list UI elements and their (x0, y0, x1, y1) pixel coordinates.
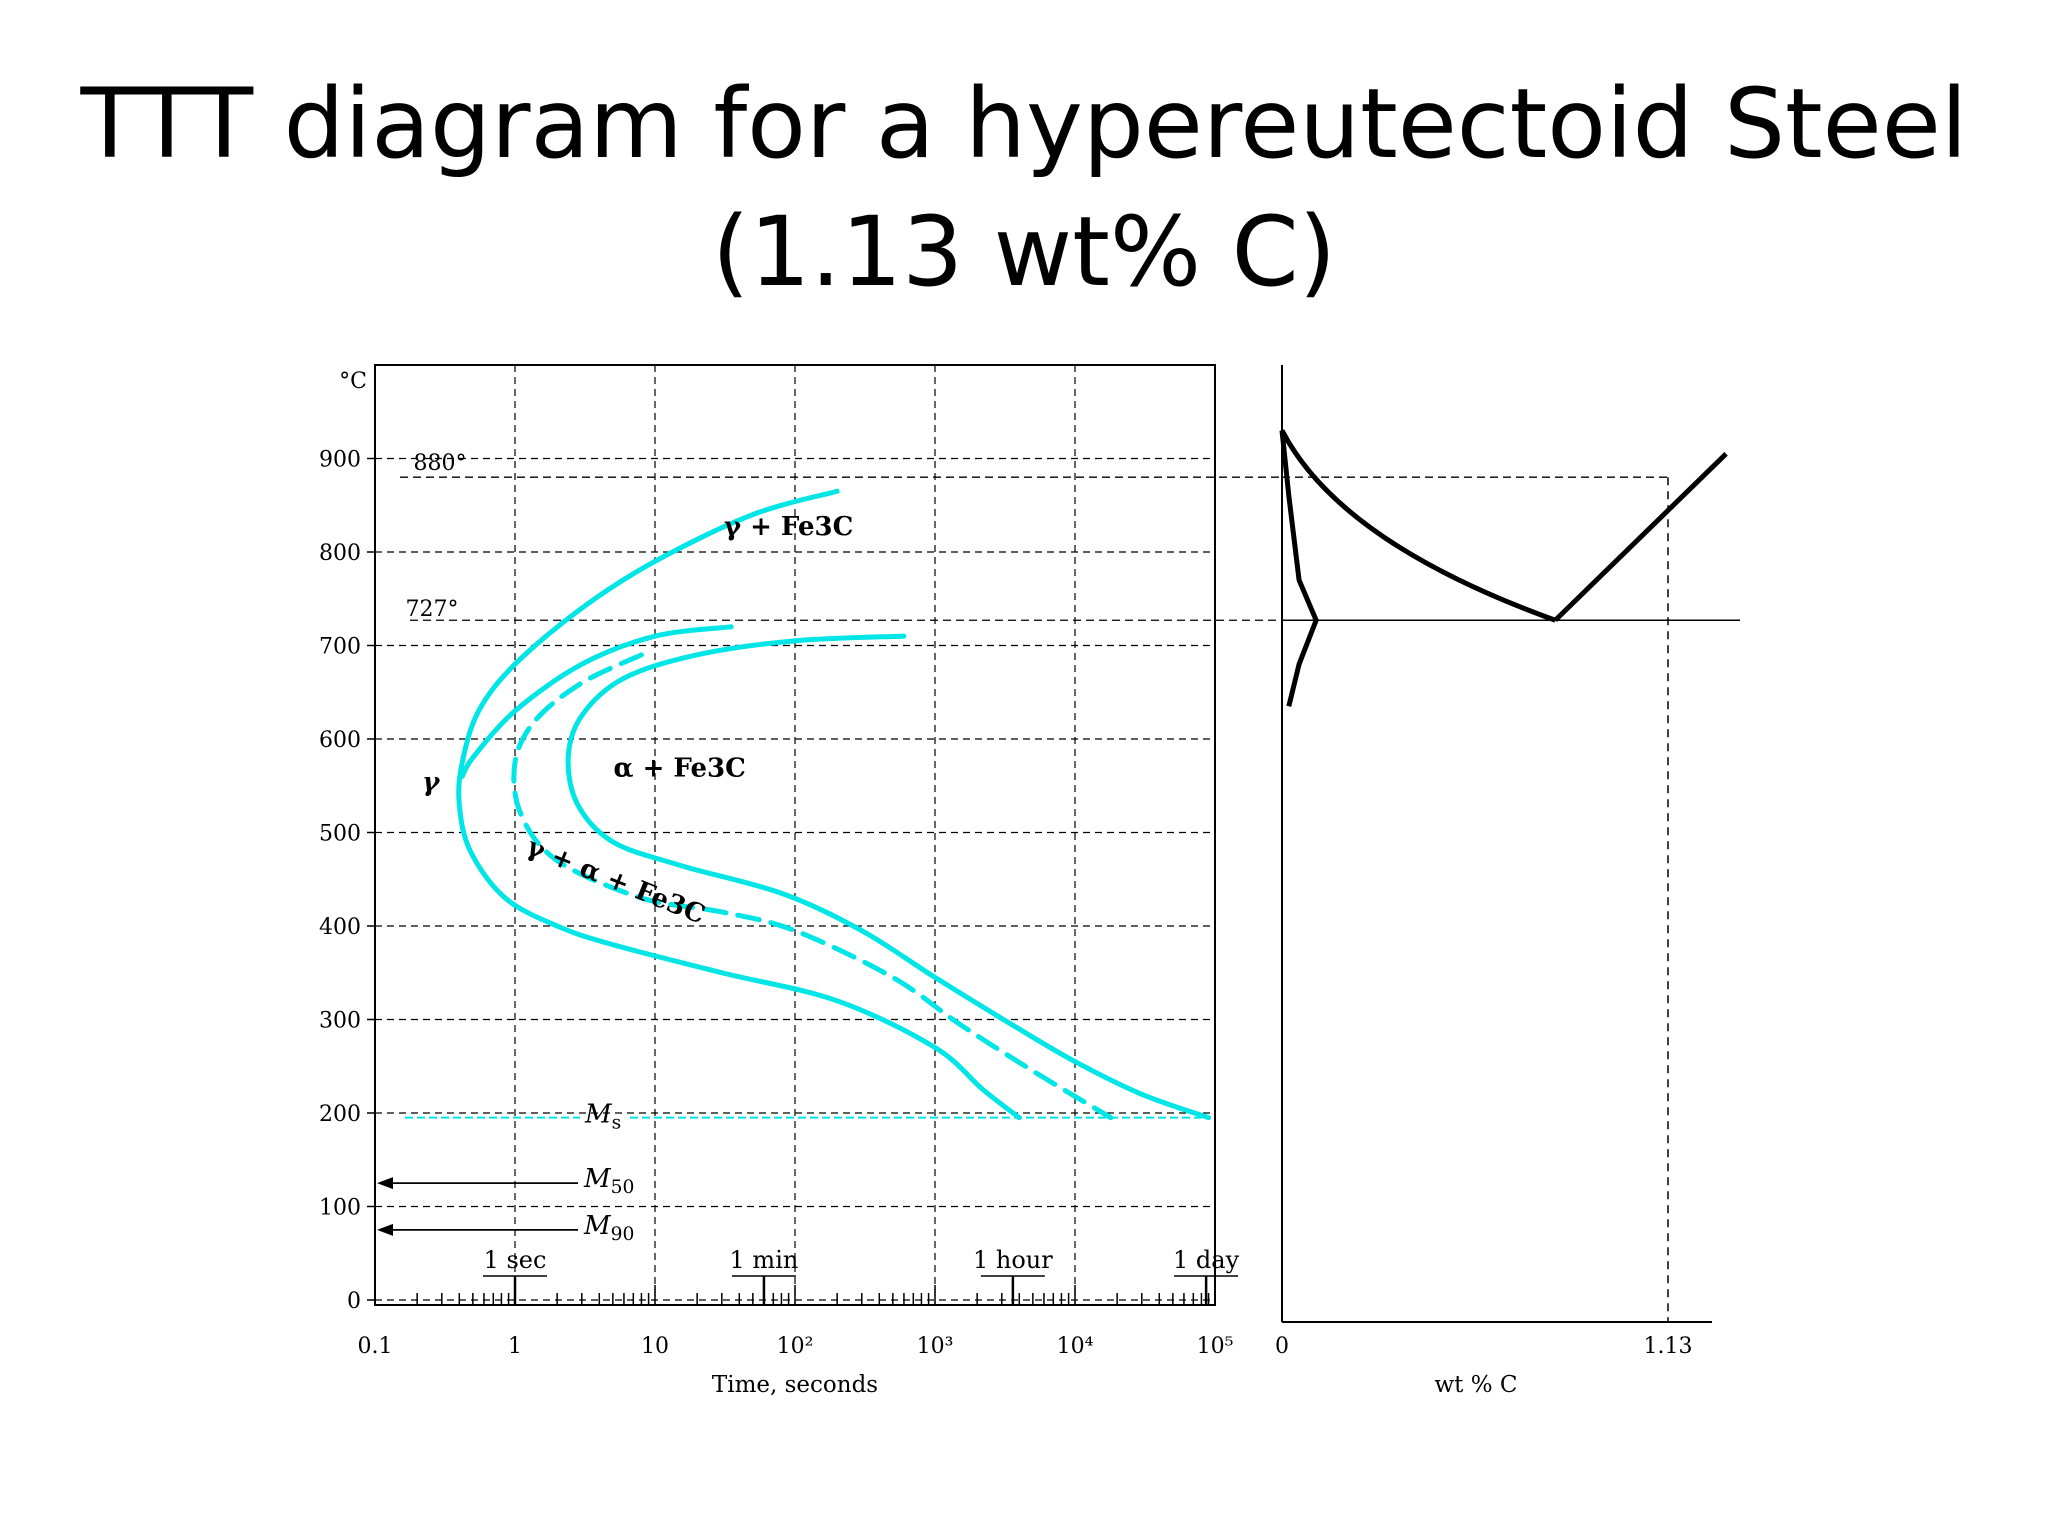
phase-x-axis-label: wt % C (1434, 1372, 1517, 1398)
time-marker-label: 1 day (1173, 1246, 1240, 1274)
y-tick-label: 100 (319, 1196, 361, 1221)
x-tick-label: 10⁴ (1057, 1334, 1094, 1359)
phase-boundary (1553, 452, 1728, 623)
phase-x-tick-label: 1.13 (1644, 1334, 1693, 1359)
x-tick-label: 10² (777, 1334, 814, 1359)
martensite-arrow-head (377, 1177, 393, 1190)
transformation-curve (459, 624, 734, 779)
phase-x-tick-label: 0 (1275, 1334, 1289, 1359)
region-label-gamma-fe3c: γ + Fe3C (724, 512, 853, 542)
y-tick-label: 300 (319, 1009, 361, 1034)
y-tick-label: 0 (347, 1289, 361, 1314)
transformation-curve (511, 652, 1114, 1121)
martensite-arrow-head (377, 1223, 393, 1236)
title-line-1: TTT diagram for a hypereutectoid Steel (80, 68, 1968, 180)
y-tick-label: 800 (319, 541, 361, 566)
x-tick-label: 0.1 (358, 1334, 393, 1359)
y-tick-label: 900 (319, 448, 361, 473)
time-marker-label: 1 min (730, 1246, 799, 1274)
y-tick-label: 500 (319, 822, 361, 847)
label-727: 727° (406, 597, 459, 622)
time-marker-label: 1 hour (973, 1246, 1053, 1274)
phase-boundary (1279, 430, 1319, 707)
ttt-chart: 0 100 200 300 400 500 600 700 800 900 °C 0.1 1 10 10² 1… (319, 364, 1285, 1398)
martensite-label: M90 (583, 1211, 634, 1245)
region-label-gamma-alpha-fe3c: γ + α + Fe3C (522, 832, 709, 931)
x-tick-label: 10³ (917, 1334, 954, 1359)
martensite-label: M50 (583, 1164, 634, 1198)
y-tick-label: 700 (319, 635, 361, 660)
y-tick-label: 400 (319, 915, 361, 940)
region-label-alpha-fe3c: α + Fe3C (614, 753, 746, 783)
phase-boundary (1279, 429, 1557, 623)
ms-label: Ms (584, 1100, 621, 1134)
x-tick-label: 10 (641, 1334, 669, 1359)
phase-diagram: 0 1.13 wt % C (1275, 365, 1740, 1398)
x-tick-label: 1 (508, 1334, 522, 1359)
x-tick-label: 10⁵ (1197, 1334, 1234, 1359)
title-line-2: (1.13 wt% C) (711, 196, 1337, 308)
transformation-curve (565, 633, 1212, 1121)
transformation-curve (456, 488, 1022, 1121)
time-marker-label: 1 sec (484, 1246, 547, 1274)
y-tick-label: 200 (319, 1102, 361, 1127)
slide-title: TTT diagram for a hypereutectoid Steel (… (0, 60, 2048, 316)
y-tick-label: 600 (319, 728, 361, 753)
y-axis-label: °C (339, 369, 367, 394)
label-880: 880° (414, 451, 467, 476)
region-label-gamma: γ (422, 767, 441, 797)
x-axis-label: Time, seconds (712, 1372, 878, 1398)
